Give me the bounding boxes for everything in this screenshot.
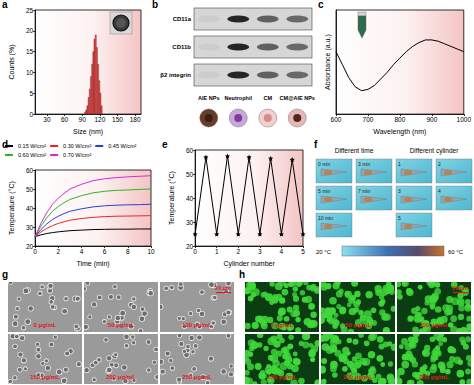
svg-text:0.60 W/cm²: 0.60 W/cm²	[18, 152, 46, 158]
svg-text:50: 50	[186, 171, 194, 178]
svg-text:25: 25	[26, 7, 34, 14]
html-text:e: e	[162, 139, 168, 150]
svg-text:5: 5	[398, 215, 401, 221]
svg-text:1000: 1000	[457, 116, 472, 123]
svg-text:CM: CM	[263, 95, 272, 101]
svg-text:0.70 W/cm²: 0.70 W/cm²	[63, 152, 91, 158]
svg-text:20 °C: 20 °C	[316, 249, 332, 255]
svg-text:0.30 W/cm²: 0.30 W/cm²	[63, 143, 91, 149]
svg-text:0.15 W/cm²: 0.15 W/cm²	[18, 143, 46, 149]
html-text:f: f	[314, 139, 318, 150]
html-text:a: a	[2, 0, 8, 10]
svg-text:Cylinder number: Cylinder number	[223, 260, 275, 268]
svg-text:Temperature (°C): Temperature (°C)	[168, 171, 176, 225]
html-text:c: c	[318, 0, 324, 10]
svg-text:0: 0	[193, 248, 197, 255]
svg-text:10 min: 10 min	[318, 215, 333, 221]
svg-text:Size (nm): Size (nm)	[73, 128, 103, 136]
svg-text:0 μg/mL: 0 μg/mL	[33, 322, 56, 328]
svg-text:3: 3	[258, 248, 262, 255]
svg-text:10: 10	[26, 69, 34, 76]
svg-text:Counts (%): Counts (%)	[8, 45, 16, 80]
svg-text:Temperature (°C): Temperature (°C)	[8, 181, 16, 235]
svg-text:150 μg/mL: 150 μg/mL	[30, 374, 60, 380]
html-text:g: g	[2, 269, 9, 280]
svg-text:0 μg/mL: 0 μg/mL	[270, 322, 293, 328]
svg-text:Wavelength (nm): Wavelength (nm)	[373, 128, 426, 136]
svg-text:40: 40	[186, 195, 194, 202]
svg-text:180: 180	[130, 116, 141, 123]
svg-text:CM@AIE NPs: CM@AIE NPs	[280, 95, 315, 101]
svg-text:20 μm: 20 μm	[215, 285, 231, 291]
svg-text:60: 60	[186, 147, 194, 154]
svg-text:40: 40	[26, 205, 34, 212]
svg-text:5 min: 5 min	[318, 188, 330, 194]
svg-text:2: 2	[56, 248, 60, 255]
svg-text:30: 30	[43, 116, 51, 123]
svg-text:0.45 W/cm²: 0.45 W/cm²	[108, 143, 136, 149]
svg-text:20 μm: 20 μm	[452, 285, 468, 291]
svg-text:250 μg/mL: 250 μg/mL	[182, 374, 212, 380]
svg-text:4: 4	[438, 188, 441, 194]
svg-text:200 μg/mL: 200 μg/mL	[343, 374, 373, 380]
svg-text:900: 900	[426, 116, 437, 123]
svg-text:0 min: 0 min	[318, 161, 330, 167]
svg-text:3 min: 3 min	[358, 161, 370, 167]
svg-text:Different cylinder: Different cylinder	[410, 147, 459, 155]
svg-text:20: 20	[26, 27, 34, 34]
svg-text:60 °C: 60 °C	[448, 249, 464, 255]
svg-text:2: 2	[236, 248, 240, 255]
svg-text:4: 4	[80, 248, 84, 255]
svg-text:150: 150	[112, 116, 123, 123]
svg-text:100 μg/mL: 100 μg/mL	[419, 322, 449, 328]
svg-text:Different time: Different time	[335, 147, 374, 154]
svg-text:3: 3	[398, 188, 401, 194]
svg-text:AIE NPs: AIE NPs	[198, 95, 219, 101]
svg-text:200 μg/mL: 200 μg/mL	[106, 374, 136, 380]
svg-text:50: 50	[26, 186, 34, 193]
svg-text:20: 20	[185, 242, 194, 250]
svg-text:90: 90	[79, 116, 87, 123]
svg-text:2: 2	[438, 161, 441, 167]
svg-text:600: 600	[331, 116, 342, 123]
svg-text:1: 1	[215, 248, 219, 255]
svg-text:10: 10	[147, 248, 155, 255]
svg-text:8: 8	[126, 248, 130, 255]
svg-text:30: 30	[26, 224, 34, 231]
svg-text:β2 integrin: β2 integrin	[160, 72, 191, 78]
svg-text:60: 60	[61, 116, 69, 123]
svg-text:7 min: 7 min	[358, 188, 370, 194]
svg-text:0: 0	[33, 248, 37, 255]
html-text:h: h	[239, 269, 246, 280]
svg-text:CD11b: CD11b	[172, 44, 191, 50]
svg-text:CD11a: CD11a	[173, 16, 192, 22]
html-text:d: d	[2, 139, 9, 150]
svg-text:100 μg/mL: 100 μg/mL	[182, 322, 212, 328]
svg-text:50 μg/mL: 50 μg/mL	[345, 322, 372, 328]
svg-text:Neutrophil: Neutrophil	[225, 95, 253, 101]
svg-text:0: 0	[30, 111, 34, 118]
svg-text:150 μg/mL: 150 μg/mL	[267, 374, 297, 380]
svg-text:60: 60	[26, 167, 34, 174]
svg-text:Absorbance (a.u.): Absorbance (a.u.)	[324, 34, 332, 90]
html-text:b: b	[152, 0, 159, 10]
svg-text:800: 800	[394, 116, 405, 123]
svg-text:20: 20	[25, 242, 34, 250]
svg-text:250 μg/mL: 250 μg/mL	[419, 374, 449, 380]
svg-text:30: 30	[186, 219, 194, 226]
svg-text:6: 6	[103, 248, 107, 255]
svg-text:5: 5	[30, 90, 34, 97]
svg-text:1: 1	[398, 161, 401, 167]
svg-text:120: 120	[94, 116, 105, 123]
svg-text:5: 5	[301, 248, 305, 255]
svg-text:700: 700	[363, 116, 374, 123]
svg-text:15: 15	[26, 48, 34, 55]
svg-text:4: 4	[280, 248, 284, 255]
svg-text:Time (min): Time (min)	[76, 260, 109, 268]
svg-text:50 μg/mL: 50 μg/mL	[108, 322, 135, 328]
